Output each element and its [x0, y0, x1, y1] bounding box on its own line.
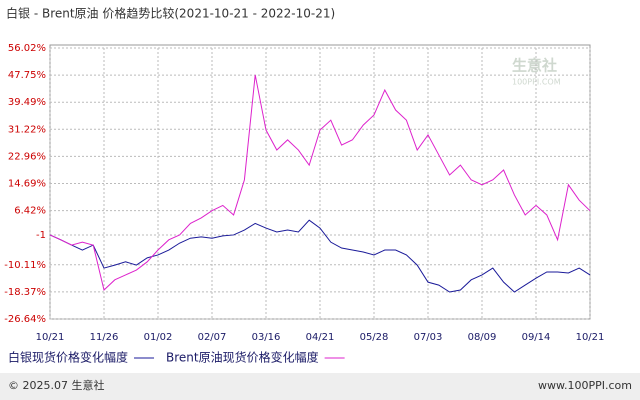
y-tick-label: 39.49% [8, 97, 46, 108]
footer-bar [0, 373, 640, 400]
legend-label: 白银现货价格变化幅度 [8, 350, 128, 365]
y-tick-label: 56.02% [8, 43, 46, 54]
series-line [49, 74, 591, 291]
y-tick-label: 22.96% [8, 151, 46, 162]
x-tick-label: 08/09 [468, 332, 497, 343]
chart-title: 白银 - Brent原油 价格趋势比较(2021-10-21 - 2022-10… [6, 6, 335, 21]
y-tick-label: -26.64% [4, 314, 46, 325]
x-tick-label: 07/03 [414, 332, 443, 343]
y-tick-label: 47.75% [8, 70, 46, 81]
x-tick-label: 09/14 [522, 332, 551, 343]
y-tick-label: -18.37% [4, 287, 46, 298]
y-tick-label: -1 [36, 230, 46, 241]
x-tick-label: 01/02 [144, 332, 173, 343]
y-tick-label: -10.11% [4, 260, 46, 271]
watermark: 生意社 [512, 57, 557, 75]
series-line [49, 219, 591, 293]
y-tick-label: 14.69% [8, 179, 46, 190]
y-tick-label: 6.42% [14, 206, 46, 217]
x-tick-label: 04/21 [306, 332, 335, 343]
x-tick-label: 10/21 [576, 332, 605, 343]
footer-right: www.100PPI.com [538, 379, 632, 392]
x-tick-label: 02/07 [198, 332, 227, 343]
y-tick-label: 31.22% [8, 124, 46, 135]
legend-label: Brent原油现货价格变化幅度 [166, 350, 319, 365]
x-tick-label: 03/16 [252, 332, 281, 343]
footer-left: © 2025.07 生意社 [8, 378, 104, 392]
x-tick-label: 05/28 [360, 332, 389, 343]
x-tick-label: 10/21 [36, 332, 65, 343]
x-tick-label: 11/26 [90, 332, 119, 343]
